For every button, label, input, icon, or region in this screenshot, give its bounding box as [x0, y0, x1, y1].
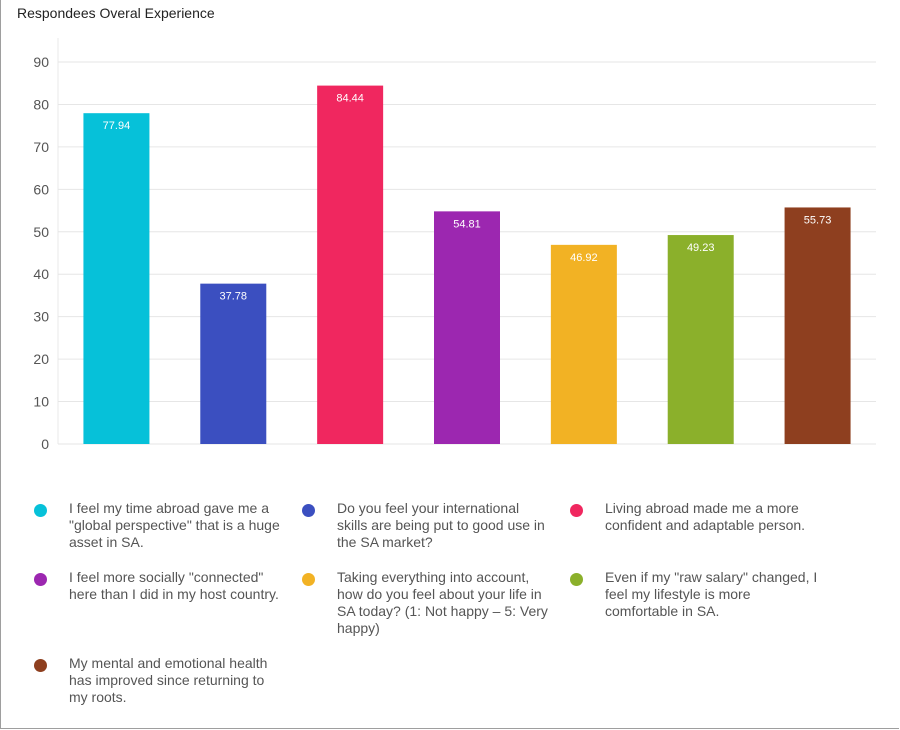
bar-value-label: 54.81 [453, 218, 481, 230]
bar [784, 207, 851, 444]
bar-value-label: 77.94 [103, 120, 131, 132]
y-tick-label: 70 [33, 139, 49, 155]
y-tick-label: 60 [33, 181, 49, 197]
legend-color-dot [34, 573, 47, 586]
legend-color-dot [302, 573, 315, 586]
bar-chart: 0 10 20 30 40 50 60 70 80 90 77.94 37.78 84.44 54.81 4… [33, 38, 876, 452]
legend-item[interactable]: I feel my time abroad gave me a "global … [34, 500, 302, 551]
legend-label: Even if my "raw salary" changed, I feel … [605, 569, 818, 619]
legend-item[interactable]: Living abroad made me a more confident a… [570, 500, 838, 551]
y-tick-label: 40 [33, 266, 49, 282]
legend-label: Do you feel your international skills ar… [337, 500, 545, 550]
legend-label: My mental and emotional health has impro… [69, 655, 268, 705]
bar-value-label: 46.92 [570, 252, 598, 264]
legend-item[interactable]: Even if my "raw salary" changed, I feel … [570, 569, 838, 637]
legend-color-dot [34, 504, 47, 517]
bar [317, 85, 384, 444]
legend-color-dot [34, 659, 47, 672]
y-tick-label: 30 [33, 309, 49, 325]
legend-color-dot [570, 504, 583, 517]
y-tick-label: 50 [33, 224, 49, 240]
bar [200, 283, 267, 444]
y-tick-label: 90 [33, 54, 49, 70]
y-tick-label: 0 [41, 436, 49, 452]
bar [434, 211, 500, 444]
legend-item[interactable]: I feel more socially "connected" here th… [34, 569, 302, 637]
legend-label: I feel more socially "connected" here th… [69, 569, 279, 602]
legend-label: Taking everything into account, how do y… [337, 569, 548, 636]
legend-label: Living abroad made me a more confident a… [605, 500, 806, 533]
bar [550, 244, 617, 444]
bar-value-label: 84.44 [336, 93, 364, 105]
legend-color-dot [302, 504, 315, 517]
chart-legend: I feel my time abroad gave me a "global … [34, 500, 874, 706]
y-tick-label: 10 [33, 394, 49, 410]
chart-title: Respondees Overal Experience [17, 5, 215, 21]
bar [667, 235, 734, 444]
legend-color-dot [570, 573, 583, 586]
y-tick-label: 80 [33, 96, 49, 112]
legend-label: I feel my time abroad gave me a "global … [69, 500, 280, 550]
bar-value-label: 37.78 [220, 291, 248, 303]
legend-item[interactable]: Do you feel your international skills ar… [302, 500, 570, 551]
bar-value-label: 55.73 [804, 214, 832, 226]
y-tick-label: 20 [33, 351, 49, 367]
bar-value-label: 49.23 [687, 242, 715, 254]
bar [83, 113, 150, 445]
legend-item[interactable]: My mental and emotional health has impro… [34, 655, 302, 706]
legend-item[interactable]: Taking everything into account, how do y… [302, 569, 570, 637]
